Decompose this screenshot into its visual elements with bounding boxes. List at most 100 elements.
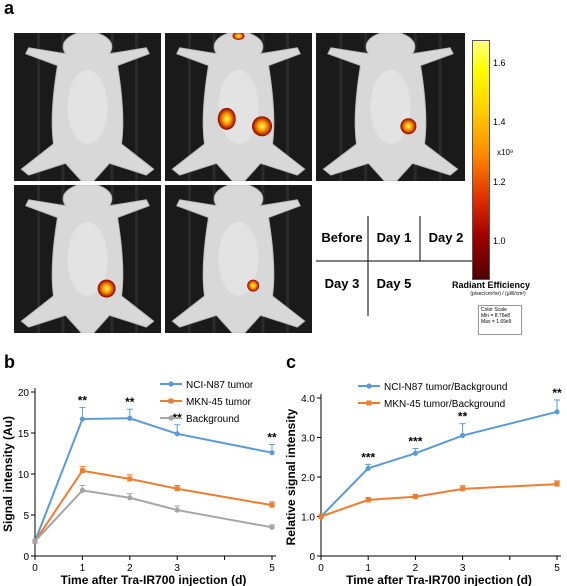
mouse-image-day1: [165, 33, 312, 181]
data-point: [365, 497, 371, 503]
y-axis-label: Relative signal intensity: [284, 408, 298, 545]
legend-marker: [366, 383, 372, 389]
data-point: [269, 502, 275, 508]
significance-marker: ***: [361, 450, 375, 464]
significance-marker: **: [267, 430, 277, 444]
legend-label: NCI-N87 tumor: [186, 380, 254, 391]
data-point: [412, 494, 418, 500]
mouse-image-day3: [14, 185, 161, 333]
y-tick-label: 2.0: [301, 473, 315, 484]
legend-marker: [168, 415, 174, 421]
colorbar: [472, 40, 490, 280]
y-tick-label: 4.0: [301, 394, 315, 405]
data-point: [554, 409, 560, 415]
mouse-image-day2: [316, 33, 465, 181]
mouse-image-day1-drawing: [171, 33, 306, 181]
legend-label: Background: [186, 414, 239, 425]
legend-label: NCI-N87 tumor/Background: [384, 382, 507, 393]
x-tick-label: 1: [80, 563, 86, 574]
y-tick-label: 0: [23, 552, 29, 563]
timepoint-grid: Before Day 1 Day 2 Day 3 Day 5: [316, 216, 473, 316]
colorbar-title: Radiant Efficiency: [452, 280, 531, 290]
x-tick-label: 3: [174, 563, 180, 574]
grid-day3: Day 3: [324, 276, 360, 291]
data-point: [127, 495, 133, 501]
series-line: [34, 417, 273, 542]
x-tick-label: 5: [554, 563, 560, 574]
chart-b: 0 5 10 15 20 0 1 2 3 5 Time after Tra-IR700 inject…: [1, 380, 277, 586]
x-tick-label: 5: [269, 563, 275, 574]
data-point: [460, 432, 466, 439]
data-point: [79, 416, 85, 422]
chart-c: 0 1.0 2.0 3.0 4.0 0 1 2 3 5 Time after Tra-IR700 i…: [284, 382, 562, 586]
data-point: [79, 487, 85, 493]
colorscale-box: Color Scale Min = 8.76e8 Max = 1.69e9: [478, 305, 522, 335]
x-tick-label: 0: [318, 563, 324, 574]
significance-marker: ***: [408, 435, 422, 449]
grid-day1: Day 1: [376, 230, 412, 245]
grid-day5: Day 5: [376, 276, 412, 291]
y-tick-label: 1.0: [301, 513, 315, 524]
colorscale-max: Max = 1.69e9: [481, 319, 512, 325]
x-tick-label: 3: [460, 563, 466, 574]
mouse-image-day3-drawing: [20, 185, 155, 333]
mouse-image-before-drawing: [20, 33, 155, 181]
significance-marker: **: [125, 395, 135, 409]
mouse-image-day5-drawing: [171, 185, 306, 333]
colorscale-title: Color Scale: [481, 307, 507, 313]
panel-a-label: a: [4, 0, 15, 18]
data-point: [269, 524, 275, 530]
colorbar-units: (p/sec/cm²/sr) / (µW/cm²): [470, 291, 526, 297]
data-point: [127, 415, 133, 421]
mouse-image-before: [14, 33, 161, 181]
colorscale-min: Min = 8.76e8: [481, 313, 511, 319]
x-axis-label: Time after Tra-IR700 injection (d): [61, 573, 247, 586]
mouse-image-day2-drawing: [322, 33, 459, 181]
significance-marker: **: [78, 394, 88, 408]
y-tick-label: 15: [18, 429, 30, 440]
y-tick-label: 0: [309, 552, 315, 563]
colorbar-exponent: x10⁹: [497, 148, 514, 157]
data-point: [174, 431, 180, 437]
x-tick-label: 1: [365, 563, 371, 574]
legend-label: MKN-45 tumor: [186, 397, 252, 408]
legend-marker: [168, 381, 174, 387]
data-point: [460, 486, 466, 492]
data-point: [318, 514, 324, 519]
y-tick-label: 5: [23, 511, 29, 522]
x-tick-label: 2: [413, 563, 419, 574]
data-point: [269, 450, 275, 456]
y-tick-label: 10: [18, 470, 30, 481]
data-point: [365, 465, 371, 471]
data-point: [174, 507, 180, 513]
data-point: [32, 538, 38, 544]
data-point: [174, 486, 180, 492]
y-tick-label: 3.0: [301, 434, 315, 445]
mouse-image-day5: [165, 185, 312, 333]
data-point: [79, 468, 85, 474]
significance-marker: **: [552, 386, 562, 400]
panel-c-label: c: [286, 352, 297, 372]
legend-label: MKN-45 tumor/Background: [384, 399, 505, 410]
x-axis-label: Time after Tra-IR700 injection (d): [346, 573, 532, 586]
series-line: [34, 469, 273, 542]
series-line: [320, 410, 558, 518]
legend-marker: [366, 400, 372, 406]
series-line: [320, 483, 558, 518]
y-axis-label: Signal intensity (Au): [1, 416, 15, 532]
panel-b-label: b: [4, 352, 15, 372]
grid-day2: Day 2: [428, 230, 464, 245]
data-point: [554, 481, 560, 487]
colorbar-tick-2: 1.4: [493, 117, 506, 127]
data-point: [412, 450, 418, 456]
y-tick-label: 20: [18, 388, 30, 399]
colorbar-tick-3: 1.2: [493, 177, 506, 187]
colorbar-tick-4: 1.0: [493, 236, 506, 246]
x-tick-label: 2: [127, 563, 133, 574]
colorbar-tick-1: 1.6: [493, 58, 506, 68]
significance-marker: **: [458, 410, 468, 424]
grid-before: Before: [321, 230, 363, 245]
x-tick-label: 0: [32, 563, 38, 574]
legend-marker: [168, 398, 174, 404]
data-point: [127, 476, 133, 482]
